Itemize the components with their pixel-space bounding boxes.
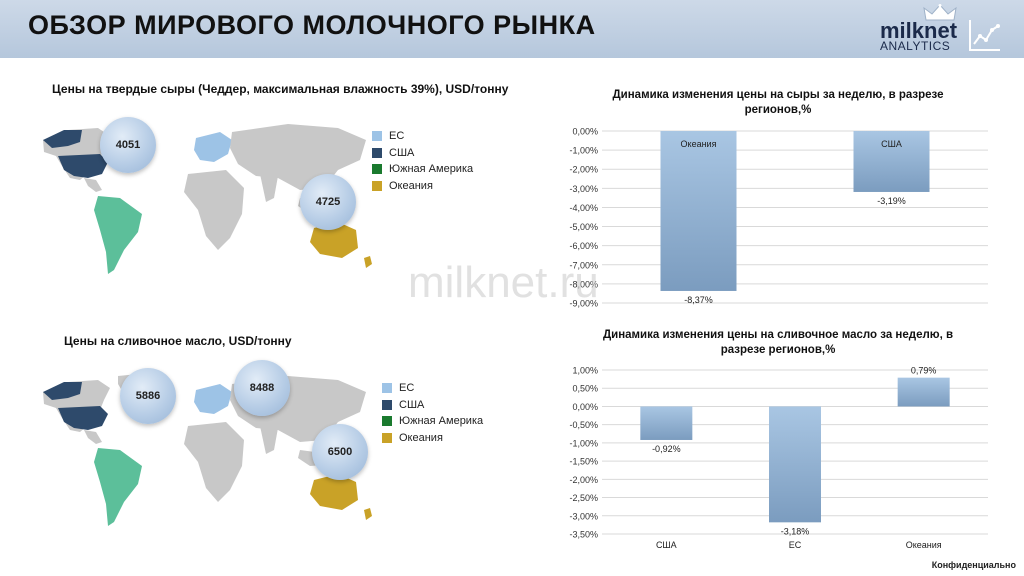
legend-label: ЕС bbox=[389, 130, 405, 143]
y-tick-label: -5,00% bbox=[569, 222, 598, 232]
y-tick-label: -1,00% bbox=[569, 438, 598, 448]
y-tick-label: -4,00% bbox=[569, 203, 598, 213]
y-tick-label: -2,00% bbox=[569, 475, 598, 485]
data-label: 0,79% bbox=[911, 366, 937, 376]
category-label: США bbox=[656, 540, 677, 550]
legend-item-oceania: Океания bbox=[382, 430, 483, 447]
legend-swatch-south-america bbox=[372, 164, 382, 175]
category-label: Океания bbox=[681, 139, 717, 149]
page-title: ОБЗОР МИРОВОГО МОЛОЧНОГО РЫНКА bbox=[28, 10, 596, 40]
bar-2 bbox=[769, 406, 821, 523]
legend-label: США bbox=[389, 146, 415, 159]
y-tick-label: -3,50% bbox=[569, 530, 598, 540]
legend-swatch-oceania bbox=[382, 432, 392, 443]
legend-label: Океания bbox=[399, 431, 443, 444]
butter-change-bar-chart: 1,00% 0,50% 0,00% -0,50% -1,00% -1,50% -2,00% -… bbox=[569, 366, 988, 550]
y-tick-label: -9,00% bbox=[569, 299, 598, 309]
header-bar: ОБЗОР МИРОВОГО МОЛОЧНОГО РЫНКА milknet A… bbox=[0, 0, 1024, 58]
bar-2 bbox=[853, 131, 930, 192]
legend-swatch-south-america bbox=[382, 416, 392, 427]
logo-name: milknet bbox=[880, 18, 958, 43]
y-tick-label: -7,00% bbox=[569, 260, 598, 270]
y-tick-label: -3,00% bbox=[569, 511, 598, 521]
legend-item-eu: ЕС bbox=[382, 380, 483, 397]
legend-label: Южная Америка bbox=[399, 415, 484, 428]
y-tick-label: -0,50% bbox=[569, 420, 598, 430]
legend-swatch-eu bbox=[382, 383, 392, 394]
legend-swatch-usa bbox=[382, 399, 392, 410]
data-label: -8,37% bbox=[684, 295, 713, 305]
legend-label: Южная Америка bbox=[389, 163, 474, 176]
data-label: -0,92% bbox=[652, 444, 681, 454]
y-tick-label: 0,00% bbox=[572, 402, 598, 412]
legend-swatch-eu bbox=[372, 131, 382, 142]
bar-1 bbox=[660, 131, 737, 291]
cheese-change-chart-title: Динамика изменения цены на сыры за недел… bbox=[612, 89, 944, 116]
y-tick-label: 0,50% bbox=[572, 384, 598, 394]
logo-subtitle: ANALYTICS bbox=[880, 39, 951, 53]
milknet-logo: milknet ANALYTICS bbox=[872, 4, 1018, 56]
legend-swatch-usa bbox=[372, 147, 382, 158]
y-tick-label: -6,00% bbox=[569, 241, 598, 251]
y-tick-label: -8,00% bbox=[569, 279, 598, 289]
legend-item-oceania: Океания bbox=[372, 178, 473, 195]
line-chart-icon bbox=[969, 20, 1000, 51]
legend-item-usa: США bbox=[372, 145, 473, 162]
butter-map-legend: ЕС США Южная Америка Океания bbox=[382, 380, 483, 446]
cheese-change-bar-chart: 0,00% -1,00% -2,00% -3,00% -4,00% -5,00% -6,00… bbox=[569, 127, 988, 309]
category-label: США bbox=[881, 139, 902, 149]
butter-section-title: Цены на сливочное масло, USD/тонну bbox=[64, 334, 292, 348]
legend-label: США bbox=[399, 398, 425, 411]
data-label: -3,19% bbox=[877, 196, 906, 206]
butter-eu-price-bubble: 8488 bbox=[234, 360, 290, 416]
data-label: -3,18% bbox=[781, 526, 810, 536]
cheese-oceania-price-bubble: 4725 bbox=[300, 174, 356, 230]
category-label: Океания bbox=[906, 540, 942, 550]
crown-icon bbox=[923, 4, 957, 21]
bar-1 bbox=[640, 406, 693, 440]
legend-label: ЕС bbox=[399, 382, 415, 395]
y-tick-label: -1,50% bbox=[569, 457, 598, 467]
confidential-footer: Конфиденциально bbox=[931, 560, 1016, 570]
cheese-map-legend: ЕС США Южная Америка Океания bbox=[372, 128, 473, 194]
legend-item-eu: ЕС bbox=[372, 128, 473, 145]
butter-change-chart-title: Динамика изменения цены на сливочное мас… bbox=[602, 329, 954, 356]
butter-oceania-price-bubble: 6500 bbox=[312, 424, 368, 480]
watermark: milknet.ru bbox=[408, 258, 599, 307]
y-tick-label: -1,00% bbox=[569, 146, 598, 156]
legend-swatch-oceania bbox=[372, 180, 382, 191]
y-tick-label: -3,00% bbox=[569, 184, 598, 194]
bar-3 bbox=[897, 377, 950, 407]
cheese-section-title: Цены на твердые сыры (Чеддер, максимальн… bbox=[52, 82, 509, 96]
cheese-usa-price-bubble: 4051 bbox=[100, 117, 156, 173]
legend-item-south-america: Южная Америка bbox=[372, 161, 473, 178]
y-tick-label: -2,00% bbox=[569, 165, 598, 175]
category-label: ЕС bbox=[789, 540, 802, 550]
legend-label: Океания bbox=[389, 179, 433, 192]
legend-item-south-america: Южная Америка bbox=[382, 413, 483, 430]
butter-usa-price-bubble: 5886 bbox=[120, 368, 176, 424]
y-tick-label: 1,00% bbox=[572, 366, 598, 376]
legend-item-usa: США bbox=[382, 397, 483, 414]
y-tick-label: -2,50% bbox=[569, 493, 598, 503]
y-tick-label: 0,00% bbox=[572, 127, 598, 137]
